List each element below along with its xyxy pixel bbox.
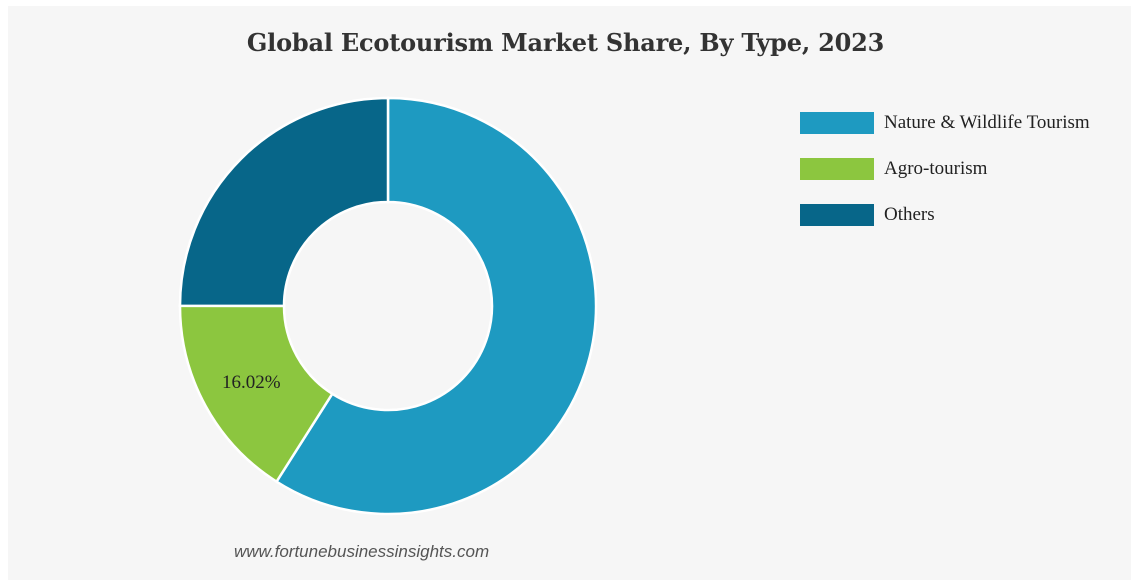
donut-slice-agro-tourism[interactable] bbox=[178, 304, 334, 484]
data-label-1: 16.02% bbox=[222, 372, 281, 393]
legend-label: Agro-tourism bbox=[884, 158, 988, 179]
legend-item[interactable]: Others bbox=[800, 204, 1090, 226]
source-footer: www.fortunebusinessinsights.com bbox=[234, 542, 490, 561]
legend-swatch bbox=[800, 204, 874, 226]
donut-slice-nature-wildlife-tourism[interactable] bbox=[274, 96, 598, 516]
legend-item[interactable]: Nature & Wildlife Tourism bbox=[800, 112, 1090, 134]
donut-slice-others[interactable] bbox=[178, 96, 390, 308]
legend-swatch bbox=[800, 112, 874, 134]
chart-legend: Nature & Wildlife Tourism Agro-tourism Oth… bbox=[800, 112, 1090, 250]
legend-label: Others bbox=[884, 204, 935, 225]
chart-title: Global Ecotourism Market Share, By Type,… bbox=[246, 28, 885, 57]
legend-item[interactable]: Agro-tourism bbox=[800, 158, 1090, 180]
legend-swatch bbox=[800, 158, 874, 180]
legend-label: Nature & Wildlife Tourism bbox=[884, 112, 1090, 133]
